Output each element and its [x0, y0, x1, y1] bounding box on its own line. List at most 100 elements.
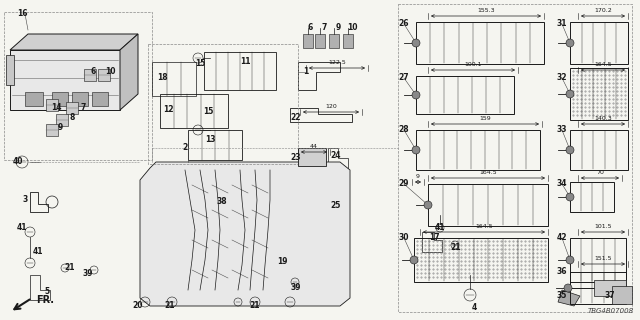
Text: 23: 23	[291, 154, 301, 163]
Circle shape	[424, 201, 432, 209]
Text: 101.5: 101.5	[595, 224, 612, 229]
Bar	[570, 238, 626, 282]
Text: TBG4B07008: TBG4B07008	[588, 308, 634, 314]
Circle shape	[566, 90, 574, 98]
Text: 34: 34	[557, 180, 567, 188]
Text: 39: 39	[83, 269, 93, 278]
Text: 32: 32	[557, 74, 567, 83]
Text: 7: 7	[80, 103, 86, 113]
Text: 38: 38	[217, 197, 227, 206]
Bar	[414, 238, 548, 282]
Circle shape	[566, 146, 574, 154]
Text: 21: 21	[451, 244, 461, 252]
Bar	[204, 52, 276, 90]
Bar	[160, 94, 228, 128]
Bar	[98, 69, 110, 81]
Text: 17: 17	[429, 234, 439, 243]
Bar	[52, 92, 68, 106]
Bar	[570, 22, 628, 64]
Text: 10: 10	[347, 23, 357, 33]
Text: 164.5: 164.5	[475, 224, 493, 229]
Text: 24: 24	[331, 150, 341, 159]
Text: 164.5: 164.5	[479, 170, 497, 175]
Bar	[570, 272, 626, 304]
Text: 41: 41	[33, 247, 44, 257]
Text: 9: 9	[416, 174, 420, 179]
Circle shape	[564, 284, 572, 292]
Text: 155.3: 155.3	[477, 8, 495, 13]
Text: 26: 26	[399, 20, 409, 28]
Bar	[343, 34, 353, 48]
Polygon shape	[10, 34, 138, 50]
Text: 15: 15	[203, 108, 213, 116]
Text: 140.3: 140.3	[594, 116, 612, 121]
Text: 20: 20	[132, 301, 143, 310]
Bar	[570, 182, 614, 212]
Circle shape	[412, 146, 420, 154]
Text: FR.: FR.	[36, 295, 54, 305]
Text: 21: 21	[164, 301, 175, 310]
Text: 35: 35	[557, 292, 567, 300]
Text: 14: 14	[51, 103, 61, 113]
Text: 122.5: 122.5	[328, 60, 346, 65]
Bar	[84, 69, 96, 81]
Bar	[4, 12, 152, 160]
Bar	[612, 286, 632, 304]
Text: 27: 27	[399, 74, 410, 83]
Text: 16: 16	[17, 10, 28, 19]
Text: 42: 42	[557, 234, 567, 243]
Text: 100.1: 100.1	[464, 62, 482, 67]
Circle shape	[410, 256, 418, 264]
Bar	[56, 114, 68, 126]
Text: 30: 30	[399, 234, 409, 243]
Text: 44: 44	[310, 144, 318, 149]
Text: 41: 41	[435, 223, 445, 233]
Text: 1: 1	[303, 68, 308, 76]
Circle shape	[322, 194, 338, 210]
Text: 11: 11	[240, 58, 250, 67]
Circle shape	[566, 39, 574, 47]
Text: 25: 25	[331, 201, 341, 210]
Polygon shape	[140, 162, 350, 306]
Text: 170.2: 170.2	[594, 8, 612, 13]
Text: 159: 159	[479, 116, 491, 121]
Text: 3: 3	[22, 196, 28, 204]
Polygon shape	[558, 290, 580, 306]
Text: 13: 13	[205, 135, 215, 145]
Bar	[152, 62, 196, 96]
Bar	[594, 280, 626, 296]
Bar	[303, 34, 313, 48]
Text: 19: 19	[276, 258, 287, 267]
Text: 21: 21	[65, 263, 76, 273]
Bar	[148, 44, 298, 164]
Circle shape	[412, 91, 420, 99]
Text: 33: 33	[557, 125, 567, 134]
Text: 21: 21	[250, 301, 260, 310]
Bar	[570, 68, 628, 120]
Polygon shape	[10, 50, 120, 110]
Text: 151.5: 151.5	[595, 256, 612, 261]
Text: 10: 10	[105, 68, 115, 76]
Text: 2: 2	[182, 143, 188, 153]
Bar	[92, 92, 108, 106]
Polygon shape	[120, 34, 138, 110]
Bar	[46, 124, 58, 136]
Circle shape	[566, 193, 574, 201]
Text: 15: 15	[195, 60, 205, 68]
Bar	[6, 55, 14, 85]
Bar	[25, 92, 43, 106]
Text: 18: 18	[157, 74, 167, 83]
Bar	[416, 130, 540, 170]
Bar	[416, 76, 514, 114]
Bar	[66, 102, 78, 114]
Bar	[315, 34, 325, 48]
Bar	[72, 92, 88, 106]
Text: 36: 36	[557, 268, 567, 276]
Text: 7: 7	[321, 23, 326, 33]
Text: 6: 6	[90, 68, 95, 76]
Circle shape	[566, 256, 574, 264]
Text: 9: 9	[335, 23, 340, 33]
Bar	[570, 130, 628, 170]
Bar	[398, 4, 632, 312]
Text: 70: 70	[596, 170, 604, 175]
